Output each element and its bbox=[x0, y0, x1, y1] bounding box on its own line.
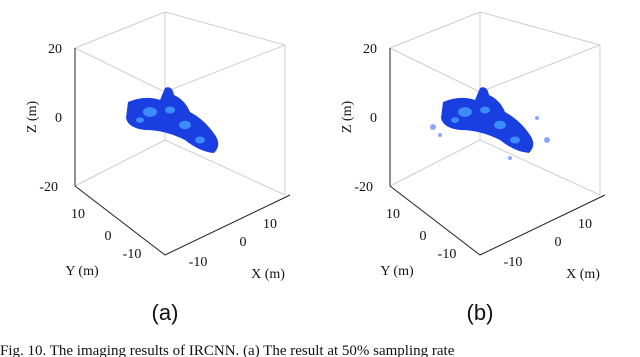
point-cluster bbox=[451, 117, 459, 123]
box-edge bbox=[479, 44, 601, 93]
z-tick-label: 20 bbox=[48, 42, 62, 57]
z-tick-label: -20 bbox=[354, 180, 373, 195]
point-cluster bbox=[494, 120, 506, 130]
point-cloud bbox=[126, 87, 219, 153]
box-edge bbox=[389, 11, 481, 49]
box-edge bbox=[164, 11, 286, 46]
box-edge bbox=[164, 139, 286, 196]
x-tick-label: 10 bbox=[263, 217, 277, 232]
axis bbox=[389, 48, 606, 256]
z-tick-label: 0 bbox=[55, 111, 62, 126]
z-tick-label: 20 bbox=[363, 42, 377, 57]
subplot: 20 0 -20 10 0 -10 10 0 -10 Z (m) Y (m) X (m) (a) bbox=[25, 11, 291, 325]
z-tick-label: 0 bbox=[370, 111, 377, 126]
x-tick-label: 0 bbox=[555, 235, 562, 250]
box-edge bbox=[389, 47, 481, 93]
point-cluster bbox=[458, 107, 472, 117]
y-axis-label: Y (m) bbox=[65, 264, 99, 279]
x-tick-label: 0 bbox=[240, 235, 247, 250]
point-cloud bbox=[441, 87, 534, 153]
box-edge bbox=[389, 139, 481, 187]
x-tick-label: -10 bbox=[189, 255, 208, 270]
point-cluster bbox=[179, 120, 191, 130]
subfigure-label: (b) bbox=[467, 300, 494, 325]
x-tick-label: 10 bbox=[578, 217, 592, 232]
y-axis-label: Y (m) bbox=[380, 264, 414, 279]
y-tick-label: -10 bbox=[438, 247, 457, 262]
x-axis-label: X (m) bbox=[566, 267, 600, 282]
scatter-noise bbox=[430, 124, 436, 130]
scatter-noise bbox=[544, 137, 550, 143]
point-cluster bbox=[165, 106, 175, 114]
point-cluster bbox=[143, 107, 157, 117]
box-edge bbox=[479, 139, 601, 196]
box-edge bbox=[74, 139, 166, 187]
point-cluster bbox=[510, 136, 520, 144]
box-edge bbox=[74, 11, 166, 49]
scatter-noise bbox=[438, 133, 442, 137]
subfigure-label: (a) bbox=[152, 300, 179, 325]
z-tick-label: -20 bbox=[39, 180, 58, 195]
y-tick-label: 0 bbox=[105, 229, 112, 244]
x-axis-label: X (m) bbox=[251, 267, 285, 282]
scatter-noise bbox=[535, 116, 539, 120]
point-cluster bbox=[195, 136, 205, 144]
y-tick-label: 10 bbox=[71, 207, 85, 222]
box-edge bbox=[479, 11, 601, 46]
axis bbox=[74, 48, 291, 256]
z-axis-label: Z (m) bbox=[25, 101, 40, 134]
point-cluster bbox=[136, 117, 144, 123]
x-tick-label: -10 bbox=[504, 255, 523, 270]
scatter-noise bbox=[508, 156, 512, 160]
subplot: 20 0 -20 10 0 -10 10 0 -10 Z (m) Y (m) X (m) (b) bbox=[340, 11, 606, 325]
box-edge bbox=[74, 47, 166, 93]
y-tick-label: 10 bbox=[386, 207, 400, 222]
box-edge bbox=[164, 44, 286, 93]
y-tick-label: -10 bbox=[123, 247, 142, 262]
y-tick-label: 0 bbox=[420, 229, 427, 244]
point-cluster bbox=[480, 106, 490, 114]
caption: Fig. 10. The imaging results of IRCNN. (… bbox=[0, 343, 455, 357]
z-axis-label: Z (m) bbox=[340, 101, 355, 134]
